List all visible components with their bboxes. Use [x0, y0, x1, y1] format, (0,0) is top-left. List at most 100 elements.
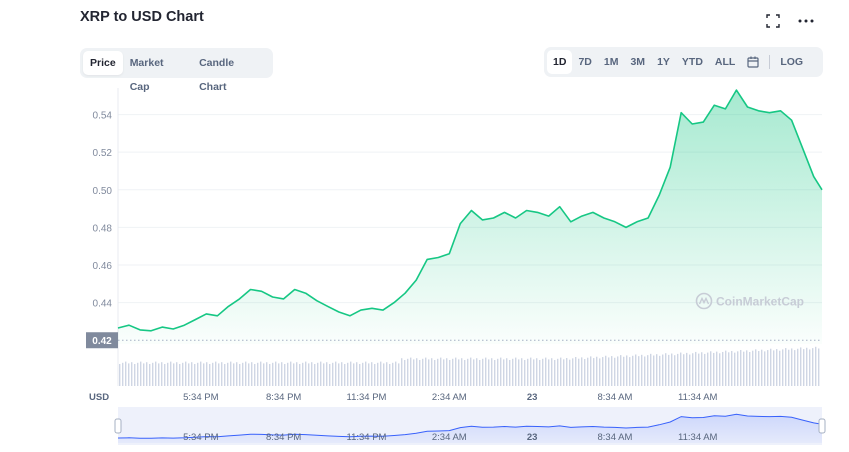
volume-bar — [737, 351, 739, 386]
navigator-handle-right[interactable] — [818, 418, 826, 434]
more-icon[interactable] — [798, 18, 814, 24]
navigator-handle-left[interactable] — [114, 418, 122, 434]
volume-bar — [809, 349, 811, 386]
volume-bar — [554, 360, 556, 386]
volume-bar — [671, 353, 673, 386]
range-1d[interactable]: 1D — [547, 50, 573, 74]
volume-bar — [257, 362, 259, 386]
tab-market-cap[interactable]: Market Cap — [129, 57, 164, 93]
volume-bar — [197, 362, 199, 386]
volume-bar — [449, 360, 451, 386]
volume-bar — [731, 350, 733, 386]
volume-bar — [299, 364, 301, 386]
volume-bar — [491, 358, 493, 386]
volume-bar — [527, 358, 529, 386]
volume-bar — [365, 361, 367, 386]
range-3m[interactable]: 3M — [630, 56, 646, 68]
volume-bar — [479, 360, 481, 386]
volume-bar — [371, 362, 373, 386]
navigator-tick-label: 5:34 PM — [183, 432, 218, 443]
volume-bar — [617, 356, 619, 386]
x-tick-label: 11:34 AM — [678, 392, 718, 403]
volume-bar — [587, 357, 589, 386]
volume-bar — [530, 357, 532, 386]
y-tick-label: 0.52 — [93, 148, 113, 159]
x-tick-label: 11:34 PM — [346, 392, 386, 403]
calendar-icon[interactable] — [741, 50, 765, 74]
volume-bar — [662, 354, 664, 386]
log-toggle[interactable]: LOG — [780, 56, 804, 68]
volume-bar — [806, 347, 808, 386]
volume-bar — [782, 349, 784, 386]
volume-bar — [692, 353, 694, 386]
volume-bar — [137, 362, 139, 386]
volume-bar — [710, 351, 712, 386]
volume-bar — [140, 361, 142, 386]
volume-bar — [515, 357, 517, 386]
volume-bar — [743, 351, 745, 386]
y-tick-label: 0.46 — [93, 261, 113, 272]
volume-bar — [503, 359, 505, 386]
volume-bar — [236, 362, 238, 386]
volume-bar — [536, 358, 538, 386]
navigator-tick-label: 23 — [527, 432, 538, 443]
range-1m[interactable]: 1M — [603, 56, 619, 68]
navigator-tick-label: 11:34 PM — [346, 432, 386, 443]
coinmarketcap-logo-mark — [698, 296, 710, 305]
range-1y[interactable]: 1Y — [657, 56, 670, 68]
volume-bar — [713, 352, 715, 386]
volume-bar — [392, 362, 394, 386]
volume-bar — [200, 361, 202, 386]
volume-bar — [614, 357, 616, 386]
volume-bar — [488, 359, 490, 386]
range-ytd[interactable]: YTD — [681, 56, 703, 68]
volume-bar — [770, 348, 772, 386]
volume-bar — [398, 363, 400, 386]
volume-bar — [752, 350, 754, 386]
volume-bar — [638, 356, 640, 386]
volume-bar — [377, 362, 379, 386]
volume-bar — [152, 362, 154, 386]
volume-bar — [695, 351, 697, 386]
volume-bar — [746, 350, 748, 386]
volume-bar — [629, 357, 631, 386]
volume-bar — [443, 359, 445, 386]
volume-bar — [422, 358, 424, 386]
navigator-line — [117, 413, 823, 439]
volume-bar — [245, 361, 247, 386]
volume-bar — [818, 348, 820, 386]
volume-bar — [338, 363, 340, 386]
volume-bar — [608, 357, 610, 386]
volume-bar — [767, 350, 769, 386]
volume-bar — [707, 352, 709, 386]
volume-bar — [599, 358, 601, 386]
range-7d[interactable]: 7D — [578, 56, 592, 68]
volume-bar — [797, 348, 799, 386]
volume-bar — [284, 364, 286, 386]
volume-bar — [605, 355, 607, 386]
tab-candle-chart[interactable]: Candle Chart — [199, 57, 235, 93]
y-tick-label: 0.50 — [93, 186, 113, 197]
volume-bar — [362, 362, 364, 386]
volume-bar — [563, 359, 565, 386]
volume-bar — [497, 358, 499, 386]
time-range-selector: 1D 7D 1M 3M 1Y YTD ALL LOG — [544, 47, 823, 77]
volume-bar — [701, 352, 703, 386]
volume-bar — [374, 364, 376, 386]
y-tick-label: 0.48 — [93, 223, 113, 234]
start-price-badge-label: 0.42 — [92, 336, 112, 347]
volume-bar — [467, 358, 469, 386]
volume-bar — [644, 356, 646, 386]
volume-bar — [653, 355, 655, 386]
volume-bar — [335, 361, 337, 386]
volume-bar — [227, 362, 229, 386]
tab-price[interactable]: Price — [83, 51, 123, 75]
volume-bar — [119, 364, 121, 386]
fullscreen-icon[interactable] — [766, 14, 780, 28]
volume-bar — [131, 362, 133, 386]
volume-bar — [179, 364, 181, 386]
range-all[interactable]: ALL — [714, 56, 736, 68]
volume-bar — [329, 364, 331, 386]
volume-bar — [215, 361, 217, 386]
